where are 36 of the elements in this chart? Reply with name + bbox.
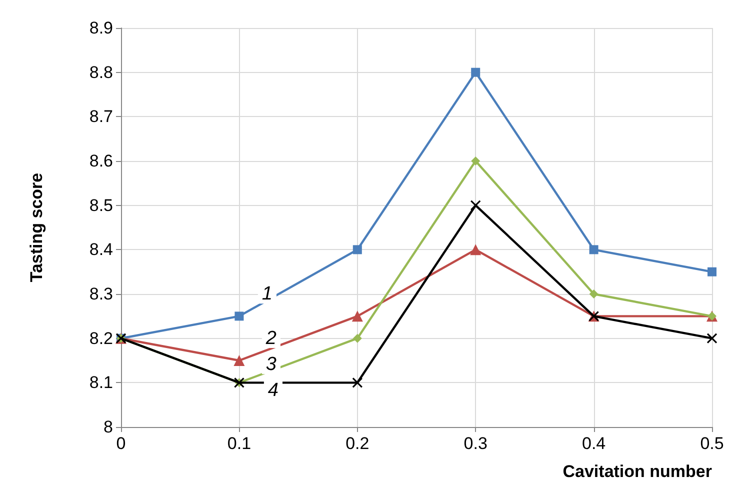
- x-tick-label: 0.2: [346, 434, 370, 453]
- series-label: 2: [264, 328, 277, 349]
- point: [352, 245, 362, 254]
- y-tick-label: 8: [104, 418, 113, 436]
- x-tick-label: 0.3: [464, 434, 488, 453]
- series-label: 4: [268, 380, 278, 402]
- x-tick-label: 0.4: [582, 434, 606, 453]
- point: [470, 200, 481, 211]
- point: [234, 312, 244, 321]
- y-tick-label: 8.5: [89, 196, 113, 215]
- series-label: 1: [262, 284, 272, 305]
- point: [471, 156, 480, 166]
- point: [708, 267, 716, 276]
- y-tick-label: 8.6: [89, 152, 113, 170]
- x-tick-label: 0.1: [227, 434, 252, 453]
- y-tick-label: 8.4: [89, 240, 113, 260]
- point: [352, 334, 362, 343]
- x-axis-title: Cavitation number: [562, 462, 712, 481]
- y-tick-label: 8.7: [89, 107, 113, 126]
- y-axis-title: Tasting score: [27, 172, 46, 282]
- y-tick-label: 8.9: [89, 18, 113, 38]
- point: [589, 290, 598, 298]
- x-tick-label: 0: [116, 434, 126, 453]
- point: [589, 245, 598, 254]
- point: [470, 244, 482, 256]
- point: [352, 377, 363, 388]
- point: [234, 355, 245, 366]
- y-tick-label: 8.2: [89, 328, 113, 348]
- point: [706, 333, 718, 344]
- point: [471, 68, 480, 77]
- series-label: 3: [266, 354, 277, 376]
- point: [352, 310, 363, 322]
- y-tick-label: 8.8: [89, 62, 113, 82]
- y-tick-label: 8.3: [89, 284, 113, 304]
- y-tick-label: 8.1: [89, 373, 113, 392]
- x-tick-label: 0.5: [700, 434, 724, 453]
